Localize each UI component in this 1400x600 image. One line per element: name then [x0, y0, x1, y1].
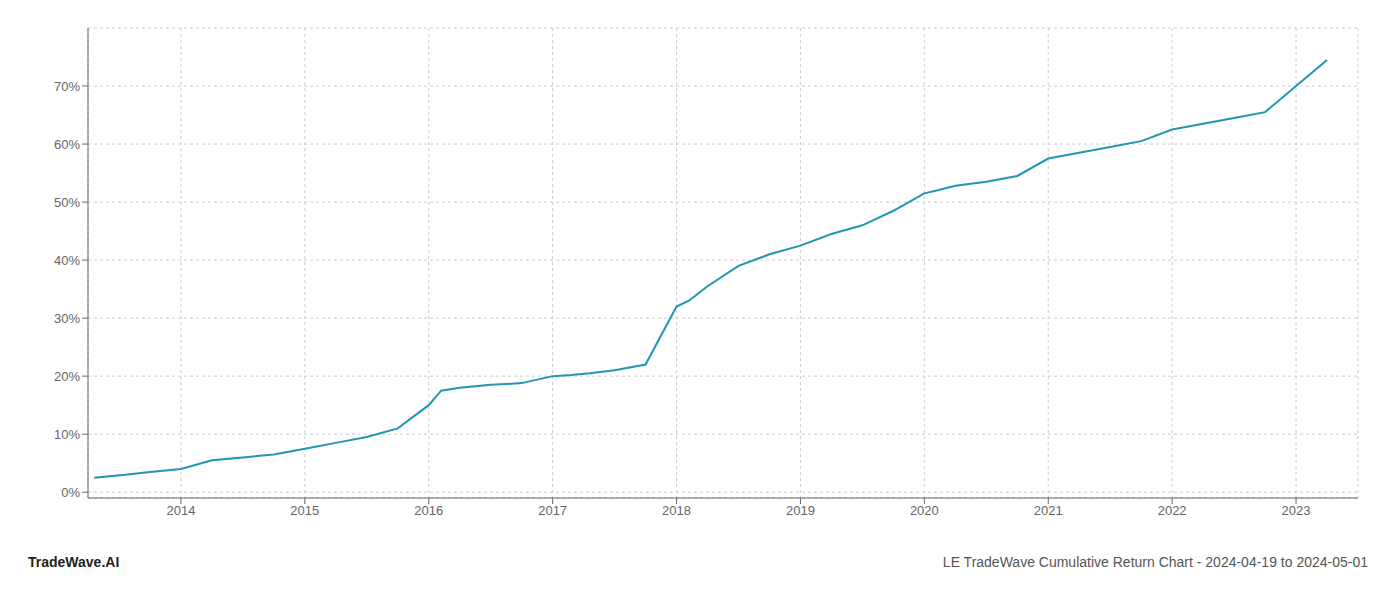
- svg-text:2016: 2016: [414, 503, 443, 518]
- svg-text:30%: 30%: [54, 311, 80, 326]
- svg-text:2017: 2017: [538, 503, 567, 518]
- svg-text:20%: 20%: [54, 369, 80, 384]
- html-text:TradeWave.AI: TradeWave.AI: [28, 554, 120, 570]
- svg-text:2014: 2014: [166, 503, 195, 518]
- html-text:LE TradeWave Cumulative Return: LE TradeWave Cumulative Return Chart - 2…: [942, 554, 1368, 570]
- svg-text:50%: 50%: [54, 195, 80, 210]
- svg-text:2020: 2020: [910, 503, 939, 518]
- svg-text:70%: 70%: [54, 79, 80, 94]
- svg-text:40%: 40%: [54, 253, 80, 268]
- svg-text:10%: 10%: [54, 427, 80, 442]
- svg-text:2022: 2022: [1158, 503, 1187, 518]
- svg-text:0%: 0%: [61, 485, 80, 500]
- svg-text:60%: 60%: [54, 137, 80, 152]
- svg-text:2019: 2019: [786, 503, 815, 518]
- svg-text:2015: 2015: [290, 503, 319, 518]
- svg-text:2018: 2018: [662, 503, 691, 518]
- svg-text:2023: 2023: [1282, 503, 1311, 518]
- svg-text:2021: 2021: [1034, 503, 1063, 518]
